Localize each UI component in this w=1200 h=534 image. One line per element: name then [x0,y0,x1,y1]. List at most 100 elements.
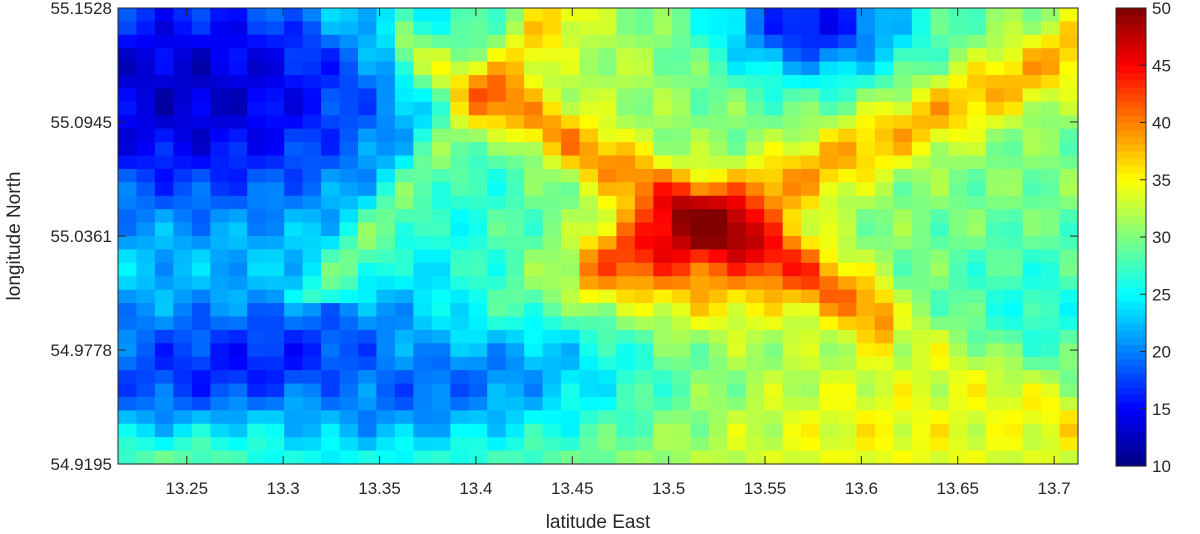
heatmap-cell [302,61,322,76]
heatmap-cell [782,88,802,103]
heatmap-cell [1059,48,1079,63]
heatmap-cell [431,356,451,371]
heatmap-cell [634,329,654,344]
heatmap-cell [930,316,950,331]
heatmap-cell [1004,8,1024,23]
heatmap-cell [450,101,470,116]
heatmap-cell [505,34,525,49]
heatmap-cell [247,236,267,251]
heatmap-cell [671,343,691,358]
heatmap-cell [727,21,747,36]
heatmap-cell [764,262,784,277]
heatmap-cell [358,316,378,331]
heatmap-cell [561,34,581,49]
heatmap-cell [247,168,267,183]
heatmap-cell [598,101,618,116]
heatmap-cell [948,276,968,291]
heatmap-cell [191,75,211,90]
heatmap-cell [948,303,968,318]
heatmap-cell [616,128,636,143]
colorbar-tick-label: 10 [1152,457,1171,476]
heatmap-cell [542,249,562,264]
heatmap-cell [838,437,858,452]
heatmap-cell [967,48,987,63]
heatmap-cell [247,329,267,344]
heatmap-cell [339,34,359,49]
heatmap-cell [394,450,414,465]
heatmap-cell [911,262,931,277]
heatmap-cell [856,75,876,90]
heatmap-cell [671,410,691,425]
heatmap-cell [265,437,285,452]
heatmap-cell [431,142,451,157]
heatmap-cell [136,343,156,358]
heatmap-cell [210,236,230,251]
heatmap-cell [616,182,636,197]
heatmap-cell [690,101,710,116]
heatmap-cell [745,316,765,331]
heatmap-cell [579,155,599,170]
heatmap-cell [1041,115,1061,130]
heatmap-cell [1059,195,1079,210]
heatmap-cell [376,75,396,90]
heatmap-cell [727,343,747,358]
heatmap-cell [1059,101,1079,116]
heatmap-cell [339,410,359,425]
heatmap-cell [967,343,987,358]
heatmap-cell [579,423,599,438]
heatmap-cell [118,262,138,277]
heatmap-cell [173,48,193,63]
heatmap-cell [745,209,765,224]
heatmap-cell [413,168,433,183]
heatmap-cell [358,8,378,23]
heatmap-cell [838,236,858,251]
heatmap-cell [616,21,636,36]
heatmap-cell [690,115,710,130]
heatmap-cell [1059,8,1079,23]
heatmap-cell [856,383,876,398]
heatmap-cell [1059,423,1079,438]
heatmap-cell [690,142,710,157]
heatmap-cell [339,21,359,36]
heatmap-cell [321,128,341,143]
heatmap-cell [247,182,267,197]
heatmap-cell [985,75,1005,90]
heatmap-cell [911,276,931,291]
heatmap-cell [985,383,1005,398]
heatmap-cell [524,88,544,103]
heatmap-cell [1041,329,1061,344]
heatmap-cell [524,450,544,465]
heatmap-cell [524,383,544,398]
heatmap-cell [838,410,858,425]
heatmap-cell [284,343,304,358]
colorbar-step [1116,108,1146,116]
heatmap-cell [598,48,618,63]
heatmap-cell [1059,356,1079,371]
heatmap-cell [247,222,267,237]
heatmap-cell [782,115,802,130]
heatmap-cell [598,88,618,103]
heatmap-cell [579,128,599,143]
heatmap-cell [450,343,470,358]
heatmap-cell [930,142,950,157]
heatmap-cell [339,115,359,130]
colorbar-step [1116,444,1146,453]
heatmap-cell [542,168,562,183]
heatmap-cell [118,168,138,183]
heatmap-cell [671,316,691,331]
heatmap-cell [413,356,433,371]
heatmap-cell [191,343,211,358]
heatmap-cell [284,370,304,385]
colorbar-step [1116,50,1146,59]
heatmap-cell [431,437,451,452]
heatmap-cell [468,168,488,183]
heatmap-cell [265,168,285,183]
heatmap-cell [1041,101,1061,116]
heatmap-cell [431,168,451,183]
heatmap-cell [1022,236,1042,251]
heatmap-cell [985,356,1005,371]
heatmap-cell [948,142,968,157]
heatmap-cell [874,343,894,358]
heatmap-cell [1041,276,1061,291]
